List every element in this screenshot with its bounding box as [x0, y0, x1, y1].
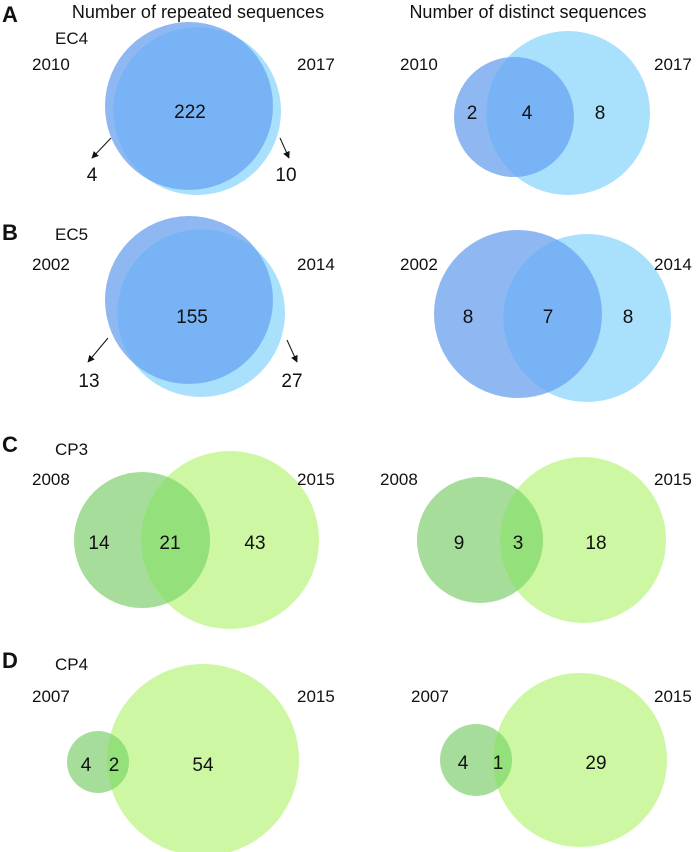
panel-c-distinct-shared: 3: [513, 533, 524, 554]
panel-a-repeated-year-first: 2010: [32, 55, 70, 74]
panel-c-repeated-venn: 2008 2015 14 21 43: [32, 451, 335, 629]
panel-d-distinct-circle-first: [440, 724, 512, 796]
panel-a-distinct-year-second: 2017: [654, 55, 692, 74]
panel-b-distinct-year-first: 2002: [400, 255, 438, 274]
panel-a-repeated-only-first: 4: [87, 165, 98, 186]
panel-d-repeated-year-first: 2007: [32, 687, 70, 706]
panel-d-repeated-year-second: 2015: [297, 687, 335, 706]
panel-a: A EC4 2010 2017 222 4 10 2010 2017 2 4 8: [2, 2, 692, 195]
panel-a-repeated-arrow-left: [91, 137, 112, 159]
panel-b-distinct-venn: 2002 2014 8 7 8: [400, 230, 692, 402]
panel-d: D CP4 2007 2015 4 2 54 2007 2015 4 1 29: [2, 648, 692, 852]
panel-d-distinct-venn: 2007 2015 4 1 29: [411, 673, 692, 847]
panel-c-distinct-only-first: 9: [454, 533, 465, 554]
panel-d-distinct-shared: 1: [493, 753, 504, 774]
panel-b-repeated-year-second: 2014: [297, 255, 335, 274]
panel-d-distinct-circle-second: [493, 673, 667, 847]
panel-d-repeated-only-second: 54: [192, 755, 214, 776]
panel-c-distinct-venn: 2008 2015 9 3 18: [380, 457, 692, 623]
panel-c-repeated-only-first: 14: [88, 533, 110, 554]
panel-b-repeated-venn: 2002 2014 155 13 27: [32, 216, 335, 397]
panel-a-letter: A: [2, 2, 18, 27]
panel-a-repeated-shared: 222: [174, 102, 206, 123]
right-column-header: Number of distinct sequences: [409, 2, 646, 22]
panel-b-repeated-overlap: [117, 229, 273, 384]
panel-a-distinct-venn: 2010 2017 2 4 8: [400, 31, 692, 195]
panel-a-repeated-only-second: 10: [275, 165, 296, 186]
panel-c-repeated-year-second: 2015: [297, 470, 335, 489]
panel-b-repeated-only-first: 13: [78, 371, 99, 392]
panel-b-distinct-overlap: [503, 234, 602, 398]
panel-b-distinct-only-first: 8: [463, 307, 474, 328]
panel-b-distinct-shared: 7: [543, 307, 554, 328]
panel-b-repeated-only-second: 27: [281, 371, 302, 392]
panel-c-letter: C: [2, 432, 18, 457]
panel-b-letter: B: [2, 220, 18, 245]
panel-c: C CP3 2008 2015 14 21 43 2008 2015 9 3 1…: [2, 432, 692, 629]
panel-d-distinct-only-first: 4: [458, 753, 469, 774]
panel-b: B EC5 2002 2014 155 13 27 2002 2014 8 7 …: [2, 216, 692, 402]
panel-d-repeated-venn: 2007 2015 4 2 54: [32, 664, 335, 852]
panel-c-repeated-shared: 21: [159, 533, 180, 554]
panel-b-repeated-shared: 155: [176, 307, 208, 328]
panel-b-subject: EC5: [55, 225, 88, 244]
panel-a-distinct-only-second: 8: [595, 103, 606, 124]
panel-b-repeated-arrow-left: [87, 337, 109, 363]
panel-b-distinct-only-second: 8: [623, 307, 634, 328]
panel-d-distinct-only-second: 29: [585, 753, 606, 774]
panel-c-distinct-year-first: 2008: [380, 470, 418, 489]
left-column-header: Number of repeated sequences: [72, 2, 324, 22]
panel-a-repeated-overlap: [113, 27, 273, 190]
panel-b-distinct-year-second: 2014: [654, 255, 692, 274]
panel-a-distinct-year-first: 2010: [400, 55, 438, 74]
panel-b-repeated-year-first: 2002: [32, 255, 70, 274]
panel-d-distinct-year-second: 2015: [654, 687, 692, 706]
panel-d-subject: CP4: [55, 655, 88, 674]
panel-d-repeated-shared: 2: [109, 755, 120, 776]
panel-d-letter: D: [2, 648, 18, 673]
panel-d-distinct-year-first: 2007: [411, 687, 449, 706]
panel-c-repeated-only-second: 43: [244, 533, 265, 554]
panel-c-repeated-year-first: 2008: [32, 470, 70, 489]
panel-a-subject: EC4: [55, 29, 88, 48]
panel-c-distinct-circle-second: [500, 457, 666, 623]
panel-a-repeated-year-second: 2017: [297, 55, 335, 74]
panel-d-repeated-circle-second: [107, 664, 299, 852]
panel-a-distinct-overlap: [486, 57, 574, 177]
panel-a-repeated-arrow-right: [279, 137, 290, 159]
panel-a-distinct-shared: 4: [522, 103, 533, 124]
panel-a-distinct-only-first: 2: [467, 103, 478, 124]
panel-d-repeated-only-first: 4: [81, 755, 92, 776]
panel-c-distinct-only-second: 18: [585, 533, 606, 554]
panel-c-subject: CP3: [55, 440, 88, 459]
panel-c-distinct-year-second: 2015: [654, 470, 692, 489]
panel-c-repeated-overlap: [141, 472, 210, 608]
panel-b-repeated-arrow-right: [286, 339, 298, 363]
panel-a-repeated-venn: 2010 2017 222 4 10: [32, 22, 335, 195]
